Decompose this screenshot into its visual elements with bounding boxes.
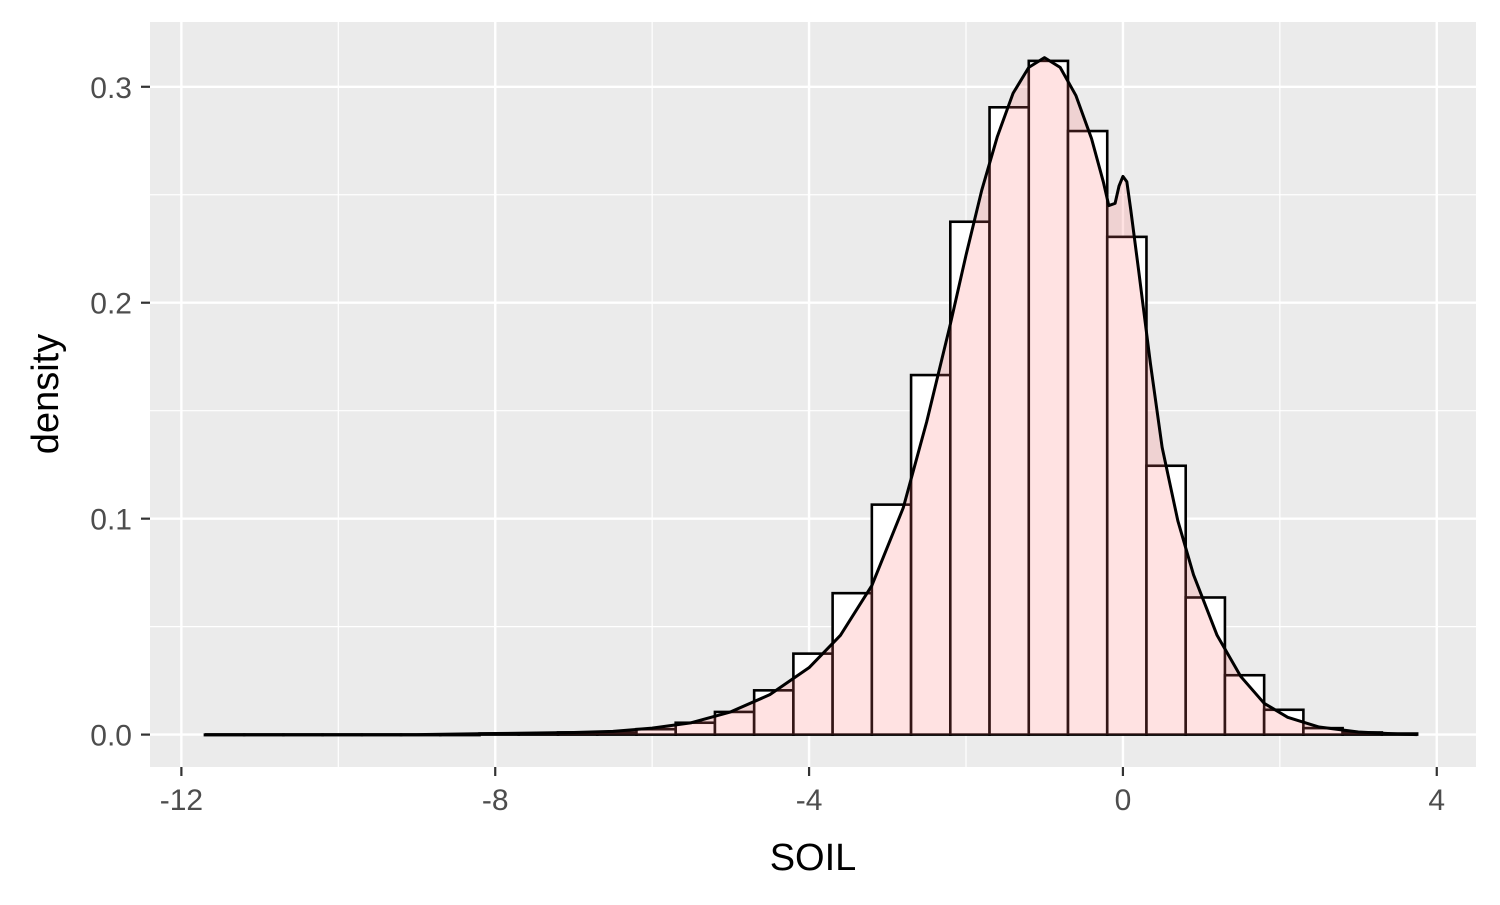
histogram-bar [792, 652, 834, 736]
x-tick-label: 0 [1115, 784, 1132, 817]
histogram-bar [1184, 596, 1227, 736]
x-axis-ticks: -12 -8 -4 0 4 [160, 767, 1445, 817]
y-axis-title: density [25, 334, 67, 454]
density-area [204, 57, 1418, 735]
histogram-bar [909, 373, 952, 736]
density-curve [204, 56, 1418, 737]
x-tick-label: -12 [160, 784, 203, 817]
y-tick-label: 0.0 [90, 720, 132, 753]
histogram-bar [988, 105, 1031, 736]
y-tick-label: 0.2 [90, 288, 132, 321]
y-tick-label: 0.3 [90, 72, 132, 105]
y-tick-label: 0.1 [90, 504, 132, 537]
x-tick-label: 4 [1428, 784, 1445, 817]
histogram-bar [1105, 235, 1148, 736]
histogram-bar [1066, 129, 1109, 736]
x-axis-title: SOIL [770, 837, 857, 879]
x-tick-label: -8 [482, 784, 509, 817]
x-tick-label: -4 [796, 784, 823, 817]
y-axis-ticks: 0.0 0.1 0.2 0.3 [90, 72, 150, 753]
plot-panel-background [150, 22, 1476, 767]
